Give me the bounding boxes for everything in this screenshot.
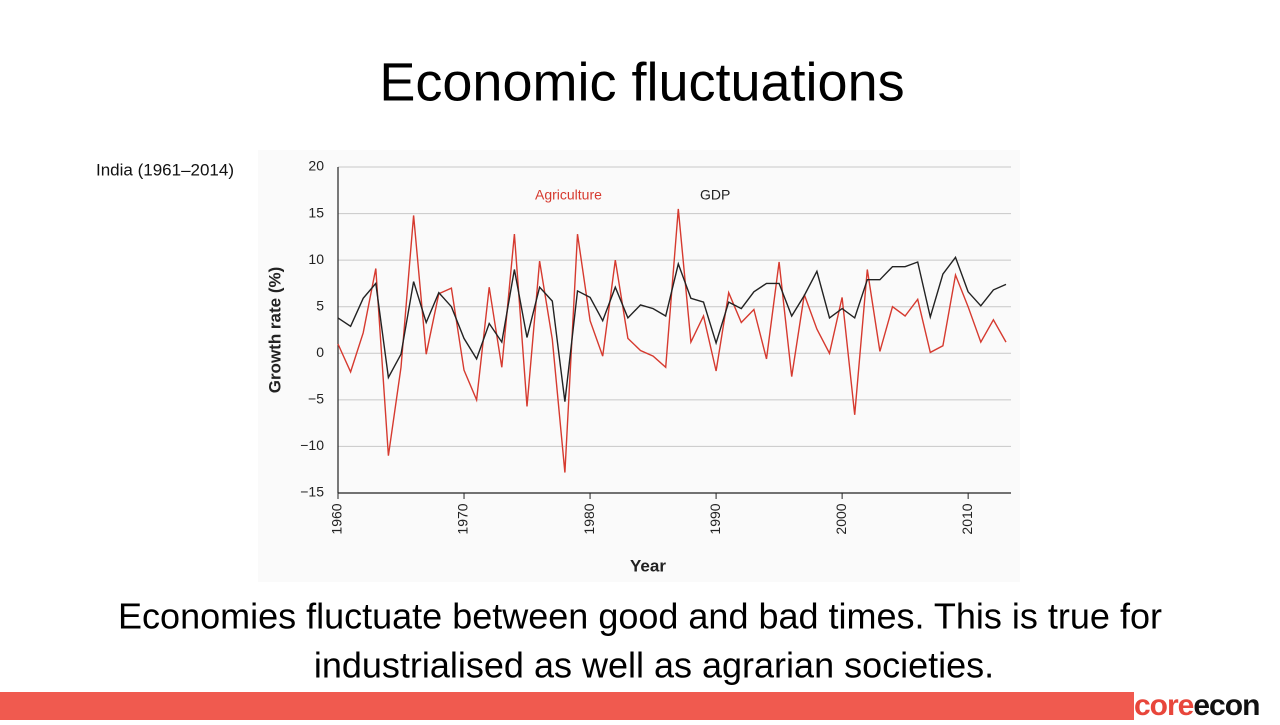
x-tick-label: 1960 <box>329 503 345 534</box>
x-tick-label: 1990 <box>707 503 723 534</box>
x-tick-label: 1970 <box>455 503 471 534</box>
y-tick-label: 10 <box>308 251 324 267</box>
logo-econ: econ <box>1193 689 1259 720</box>
x-tick-label: 1980 <box>581 503 597 534</box>
footer-bar <box>0 692 1134 720</box>
x-tick-label: 2010 <box>959 503 975 534</box>
legend-label: GDP <box>700 187 730 203</box>
chart-background <box>258 150 1020 582</box>
y-tick-label: 5 <box>316 297 324 313</box>
y-tick-label: −15 <box>300 484 324 500</box>
y-tick-label: 15 <box>308 204 324 220</box>
chart-subtitle: India (1961–2014) <box>96 160 234 179</box>
legend-label: Agriculture <box>535 187 602 203</box>
x-tick-label: 2000 <box>833 503 849 534</box>
y-tick-label: −10 <box>300 437 324 453</box>
logo: coreecon <box>1134 689 1259 720</box>
slide-title: Economic fluctuations <box>379 52 904 112</box>
logo-core: core <box>1134 689 1194 720</box>
y-tick-label: 20 <box>308 158 324 174</box>
y-tick-label: 0 <box>316 344 324 360</box>
y-tick-label: −5 <box>308 391 324 407</box>
caption-line: industrialised as well as agrarian socie… <box>314 645 994 686</box>
y-axis-label: Growth rate (%) <box>265 267 284 394</box>
caption-line: Economies fluctuate between good and bad… <box>118 596 1162 637</box>
x-axis-label: Year <box>630 556 666 575</box>
series-line <box>337 255 1007 402</box>
